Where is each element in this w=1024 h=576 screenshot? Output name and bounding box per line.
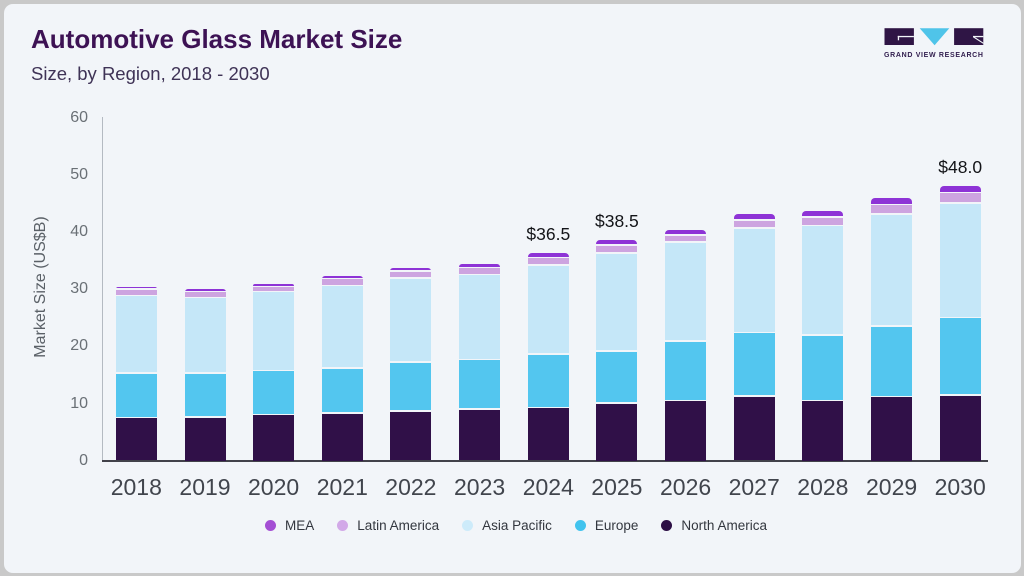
svg-text:GRAND VIEW RESEARCH: GRAND VIEW RESEARCH	[884, 52, 984, 59]
